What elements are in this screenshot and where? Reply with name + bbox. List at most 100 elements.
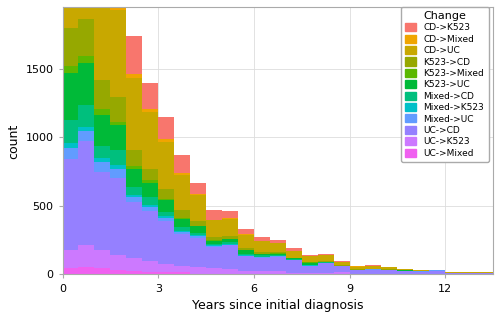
Bar — [78, 105, 94, 127]
Bar — [190, 194, 206, 195]
Bar — [174, 175, 190, 210]
Bar — [477, 273, 493, 274]
Bar — [206, 211, 222, 220]
Bar — [238, 254, 254, 255]
Bar — [142, 197, 158, 205]
Bar — [126, 166, 142, 169]
Bar — [62, 28, 78, 66]
Bar — [78, 0, 94, 19]
Bar — [94, 268, 110, 274]
X-axis label: Years since initial diagnosis: Years since initial diagnosis — [192, 299, 364, 312]
Bar — [222, 219, 238, 236]
Bar — [334, 265, 349, 266]
Bar — [238, 235, 254, 248]
Bar — [254, 241, 270, 252]
Bar — [78, 141, 94, 245]
Bar — [62, 66, 78, 73]
Bar — [78, 19, 94, 56]
Bar — [270, 271, 286, 274]
Bar — [62, 250, 78, 268]
Bar — [174, 266, 190, 272]
Bar — [254, 271, 270, 274]
Bar — [286, 259, 302, 260]
Bar — [158, 221, 174, 264]
Bar — [302, 255, 318, 256]
Bar — [94, 80, 110, 109]
Bar — [174, 210, 190, 218]
Bar — [62, 73, 78, 120]
Bar — [302, 263, 318, 265]
Bar — [62, 0, 78, 28]
Bar — [126, 74, 142, 78]
Bar — [78, 63, 94, 105]
Bar — [126, 202, 142, 258]
Bar — [382, 267, 398, 270]
Bar — [238, 255, 254, 256]
Bar — [190, 226, 206, 233]
Bar — [158, 117, 174, 139]
Bar — [302, 256, 318, 262]
Bar — [110, 270, 126, 274]
Bar — [366, 265, 382, 266]
Bar — [350, 270, 366, 274]
Bar — [142, 169, 158, 181]
Legend: CD->K523, CD->Mixed, CD->UC, K523->CD, K523->Mixed, K523->UC, Mixed->CD, Mixed->: CD->K523, CD->Mixed, CD->UC, K523->CD, K… — [400, 6, 488, 162]
Bar — [414, 270, 430, 271]
Bar — [142, 207, 158, 211]
Bar — [174, 272, 190, 274]
Bar — [222, 236, 238, 239]
Bar — [126, 169, 142, 187]
Bar — [78, 131, 94, 141]
Bar — [110, 255, 126, 270]
Bar — [286, 251, 302, 258]
Bar — [94, 162, 110, 172]
Bar — [158, 200, 174, 211]
Bar — [126, 150, 142, 166]
Bar — [174, 218, 190, 219]
Bar — [206, 245, 222, 246]
Bar — [318, 273, 334, 274]
Bar — [302, 272, 318, 274]
Bar — [158, 272, 174, 274]
Bar — [254, 252, 270, 254]
Bar — [190, 183, 206, 194]
Bar — [445, 273, 461, 274]
Y-axis label: count: count — [7, 123, 20, 159]
Bar — [126, 271, 142, 274]
Bar — [78, 267, 94, 274]
Bar — [62, 143, 78, 148]
Bar — [190, 235, 206, 236]
Bar — [206, 244, 222, 245]
Bar — [62, 159, 78, 250]
Bar — [206, 246, 222, 247]
Bar — [270, 256, 286, 257]
Bar — [286, 248, 302, 251]
Bar — [110, 10, 126, 97]
Bar — [190, 236, 206, 238]
Bar — [94, 109, 110, 115]
Bar — [142, 183, 158, 197]
Bar — [366, 269, 382, 270]
Bar — [142, 205, 158, 207]
Bar — [158, 189, 174, 199]
Bar — [158, 142, 174, 189]
Bar — [126, 78, 142, 150]
Bar — [318, 254, 334, 255]
Bar — [238, 250, 254, 254]
Bar — [318, 262, 334, 263]
Bar — [142, 83, 158, 109]
Bar — [302, 262, 318, 263]
Bar — [94, 172, 110, 250]
Bar — [158, 218, 174, 221]
Bar — [206, 241, 222, 244]
Bar — [110, 150, 126, 165]
Bar — [238, 256, 254, 271]
Bar — [190, 238, 206, 267]
Bar — [286, 260, 302, 273]
Bar — [190, 233, 206, 235]
Bar — [238, 229, 254, 234]
Bar — [142, 112, 158, 169]
Bar — [206, 220, 222, 237]
Bar — [398, 271, 413, 274]
Bar — [110, 97, 126, 122]
